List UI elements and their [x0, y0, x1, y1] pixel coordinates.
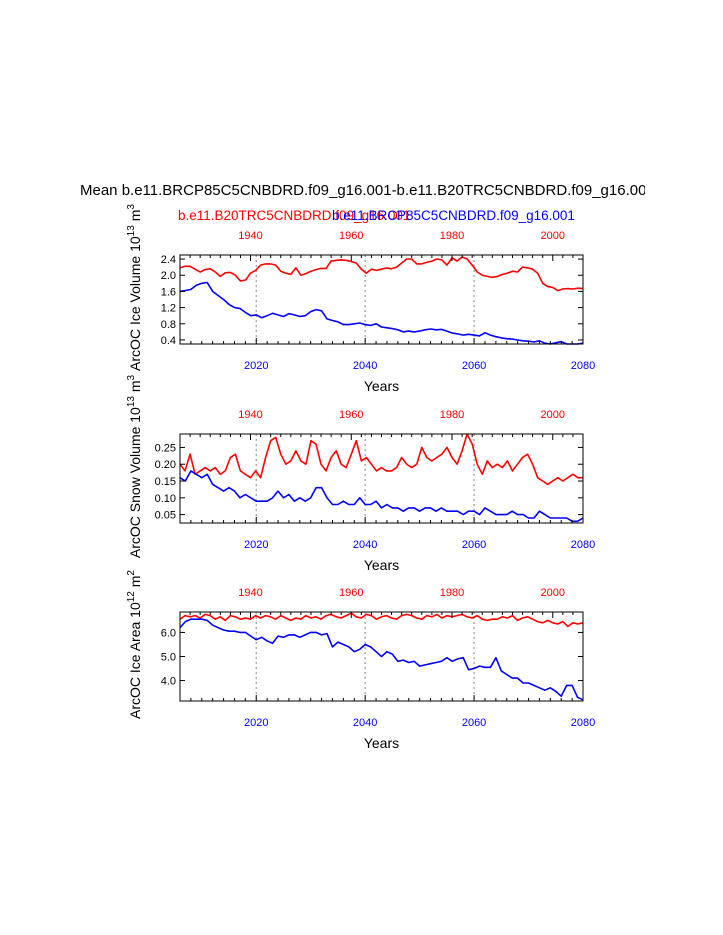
plot-frame: [179, 254, 584, 345]
series-line-run-b: [179, 281, 584, 345]
x-tick-label-top: 1940: [238, 409, 262, 421]
x-tick-label-top: 1960: [339, 587, 363, 599]
y-axis-label-2: ArcOC Snow Volume 1013 m3: [126, 374, 143, 558]
series-line-run-b: [179, 618, 584, 701]
x-tick-label-bottom: 2020: [244, 360, 268, 372]
series-line-run-b: [179, 470, 584, 523]
y-tick-label: 2.4: [161, 254, 176, 266]
y-tick-label: 0.20: [155, 459, 176, 471]
y-axis-label-text: ArcOC Snow Volume 1013 m3: [126, 374, 143, 558]
y-tick-label: 0.10: [155, 493, 176, 505]
x-tick-label-top: 1980: [440, 230, 464, 242]
x-tick-label-top: 1980: [440, 587, 464, 599]
y-tick-label: 1.2: [161, 303, 176, 315]
x-tick-label-bottom: 2060: [462, 360, 486, 372]
y-tick-label: 4.0: [161, 676, 176, 688]
figure-title: Mean b.e11.BRCP85C5CNBDRD.f09_g16.001-b.…: [80, 182, 645, 199]
chart-panel-2: 0.05 0.10 0.15 0.20 0.25 2020 2040 2060 2080 1940…: [126, 374, 595, 573]
x-tick-label-top: 1980: [440, 409, 464, 421]
plot-frame: [179, 433, 584, 524]
x-tick-label-bottom: 2040: [353, 717, 377, 729]
x-tick-label-top: 1940: [238, 230, 262, 242]
x-axis-label: Years: [364, 378, 399, 394]
x-tick-label-bottom: 2080: [571, 539, 595, 551]
run-b-label: b.e11.BRCP85C5CNBDRD.f09_g16.001: [332, 208, 575, 223]
y-axis-label-text: ArcOC Ice Volume 1013 m3: [126, 204, 143, 371]
x-axis-label: Years: [364, 735, 399, 751]
y-axis-label-3: ArcOC Ice Area 1012 m2: [126, 570, 143, 719]
chart-panel-3: 4.0 5.0 6.0 2020 2040 2060 2080 1940 1960 1980 200…: [126, 570, 595, 751]
y-tick-label: 1.6: [161, 286, 176, 298]
y-axis-label-1: ArcOC Ice Volume 1013 m3: [126, 204, 143, 371]
run-a-label: b.e11.B20TRC5CNBDRD.f09_g16.001: [178, 208, 411, 223]
x-tick-label-bottom: 2020: [244, 717, 268, 729]
x-tick-label-bottom: 2020: [244, 539, 268, 551]
x-tick-label-bottom: 2080: [571, 717, 595, 729]
series-line-run-a: [179, 256, 584, 292]
series-line-run-a: [179, 612, 584, 628]
y-tick-label: 0.05: [155, 510, 176, 522]
y-tick-label: 5.0: [161, 652, 176, 664]
y-tick-label: 2.0: [161, 270, 176, 282]
y-tick-label: 0.25: [155, 442, 176, 454]
y-tick-label: 6.0: [161, 627, 176, 639]
x-tick-label-top: 2000: [541, 230, 565, 242]
y-tick-label: 0.15: [155, 476, 176, 488]
x-tick-label-bottom: 2060: [462, 717, 486, 729]
y-tick-label: 0.8: [161, 319, 176, 331]
x-tick-label-bottom: 2080: [571, 360, 595, 372]
x-tick-label-top: 1940: [238, 587, 262, 599]
y-axis-label-text: ArcOC Ice Area 1012 m2: [126, 570, 143, 719]
x-tick-label-top: 1960: [339, 230, 363, 242]
x-tick-label-bottom: 2040: [353, 539, 377, 551]
x-axis-label: Years: [364, 557, 399, 573]
series-line-run-a: [179, 433, 583, 486]
x-tick-label-top: 2000: [541, 409, 565, 421]
chart-panel-1: 0.4 0.8 1.2 1.6 2.0 2.4 2020 2040 2060 2080 1940 19…: [126, 204, 595, 394]
x-tick-label-top: 2000: [541, 587, 565, 599]
x-tick-label-bottom: 2060: [462, 539, 486, 551]
y-tick-label: 0.4: [161, 335, 176, 347]
x-tick-label-bottom: 2040: [353, 360, 377, 372]
x-tick-label-top: 1960: [339, 409, 363, 421]
